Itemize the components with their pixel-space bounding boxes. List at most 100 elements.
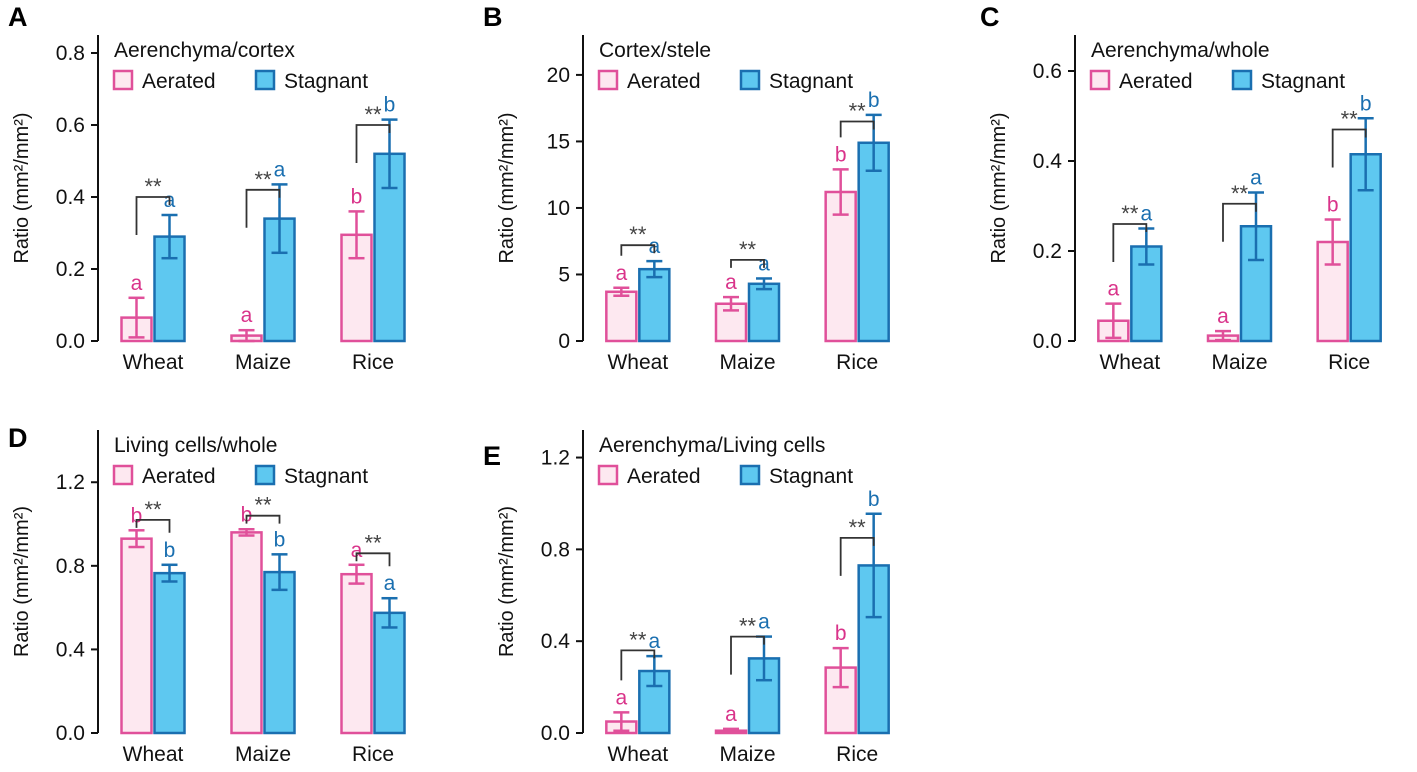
bar-aerated <box>230 531 263 735</box>
letter-stagnant: b <box>868 488 880 511</box>
y-tick-label: 0.2 <box>56 258 85 281</box>
panel-e: E 0.0 0.4 0.8 1.2 Ratio (mm²/mm²) Aerenchyma/L… <box>483 430 890 766</box>
letter-stagnant: b <box>274 528 286 551</box>
chart-title: Living cells/whole <box>114 434 277 457</box>
significance-bracket <box>355 124 391 163</box>
significance-bracket <box>620 244 656 256</box>
significance-bracket <box>839 120 875 138</box>
letter-aerated: b <box>351 185 363 208</box>
y-tick-label: 0.4 <box>541 630 571 653</box>
bar-stagnant <box>857 141 890 343</box>
y-tick-label: 15 <box>547 130 570 153</box>
significance-bracket <box>730 258 765 268</box>
y-tick-label: 0.4 <box>1033 150 1063 173</box>
y-tick-label: 1.2 <box>56 471 85 494</box>
letter-stagnant: b <box>1360 92 1372 115</box>
x-category-label: Rice <box>1328 351 1370 374</box>
legend-label-stagnant: Stagnant <box>769 70 853 93</box>
letter-stagnant: a <box>1250 167 1262 190</box>
x-category-label: Rice <box>352 351 394 374</box>
significance-bracket <box>1331 128 1367 168</box>
legend-swatch-aerated <box>1089 69 1111 91</box>
x-category-label: Rice <box>836 351 878 374</box>
legend-label-stagnant: Stagnant <box>284 70 368 93</box>
bar-stagnant <box>747 282 781 343</box>
significance-mark: ** <box>364 530 382 555</box>
letter-aerated: a <box>725 271 737 294</box>
significance-mark: ** <box>1121 201 1139 226</box>
significance-mark: ** <box>254 167 272 192</box>
legend-label-aerated: Aerated <box>142 70 216 93</box>
significance-bracket <box>135 518 171 533</box>
legend-swatch-stagnant <box>739 464 761 486</box>
y-axis-label: Ratio (mm²/mm²) <box>496 112 518 263</box>
letter-aerated: a <box>1217 305 1229 328</box>
letter-aerated: b <box>835 622 847 645</box>
x-category-label: Wheat <box>123 351 184 374</box>
letter-aerated: a <box>725 703 737 726</box>
panel-d: D 0.0 0.4 0.8 1.2 Ratio (mm²/mm²) Living cells… <box>8 423 406 766</box>
chart-title: Aerenchyma/Living cells <box>599 434 825 457</box>
legend-swatch-aerated <box>597 69 619 91</box>
x-category-label: Rice <box>352 743 394 766</box>
x-category-label: Maize <box>235 743 291 766</box>
y-axis-label: Ratio (mm²/mm²) <box>11 506 33 657</box>
significance-mark: ** <box>849 515 867 540</box>
significance-mark: ** <box>1231 181 1249 206</box>
significance-mark: ** <box>144 174 162 199</box>
bar-aerated <box>340 572 373 735</box>
significance-mark: ** <box>254 493 272 518</box>
y-tick-label: 0.8 <box>541 538 570 561</box>
letter-aerated: b <box>835 143 847 166</box>
legend-label-aerated: Aerated <box>1119 70 1193 93</box>
letter-aerated: a <box>351 539 363 562</box>
legend-label-aerated: Aerated <box>627 465 701 488</box>
significance-bracket <box>1222 202 1257 242</box>
letter-aerated: b <box>131 504 143 527</box>
letter-aerated: a <box>615 262 627 285</box>
letter-aerated: a <box>241 304 253 327</box>
significance-bracket <box>730 635 765 675</box>
significance-mark: ** <box>144 497 162 522</box>
y-tick-label: 0.8 <box>56 42 85 65</box>
letter-aerated: a <box>131 272 143 295</box>
panel-letter: A <box>8 2 28 32</box>
letter-stagnant: a <box>1140 203 1152 226</box>
y-tick-label: 0.2 <box>1033 240 1062 263</box>
letter-stagnant: b <box>868 89 880 112</box>
significance-bracket <box>135 196 171 235</box>
bar-aerated <box>605 290 638 343</box>
significance-mark: ** <box>364 102 382 127</box>
letter-stagnant: b <box>164 539 176 562</box>
significance-bracket <box>839 536 875 576</box>
panel-letter: D <box>8 423 28 453</box>
x-category-label: Wheat <box>123 743 184 766</box>
panel-a: A 0.0 0.2 0.4 0.6 0.8 Ratio (mm²/mm²) Aerenchym… <box>8 2 406 374</box>
y-axis-label: Ratio (mm²/mm²) <box>988 112 1010 263</box>
letter-aerated: a <box>615 686 627 709</box>
legend-swatch-aerated <box>597 464 619 486</box>
legend-swatch-aerated <box>112 464 134 486</box>
letter-stagnant: a <box>384 572 396 595</box>
y-tick-label: 0.0 <box>541 722 570 745</box>
y-tick-label: 0.8 <box>56 555 85 578</box>
x-category-label: Maize <box>1211 351 1267 374</box>
bar-aerated <box>824 190 857 343</box>
legend-label-stagnant: Stagnant <box>1261 70 1345 93</box>
letter-aerated: b <box>241 503 253 526</box>
significance-mark: ** <box>739 237 757 262</box>
letter-aerated: a <box>1107 278 1119 301</box>
legend-swatch-stagnant <box>1231 69 1253 91</box>
significance-mark: ** <box>1341 107 1359 132</box>
significance-bracket <box>245 188 281 228</box>
legend-label-aerated: Aerated <box>627 70 701 93</box>
significance-bracket <box>355 552 391 567</box>
y-tick-label: 0.4 <box>56 186 86 209</box>
y-tick-label: 0.0 <box>56 722 85 745</box>
bar-stagnant <box>153 571 186 735</box>
panel-b: B 0 5 10 15 20 Ratio (mm²/mm²) Cortex/stele Aera… <box>483 2 890 374</box>
legend-label-stagnant: Stagnant <box>769 465 853 488</box>
y-tick-label: 5 <box>558 263 570 286</box>
letter-stagnant: a <box>648 630 660 653</box>
